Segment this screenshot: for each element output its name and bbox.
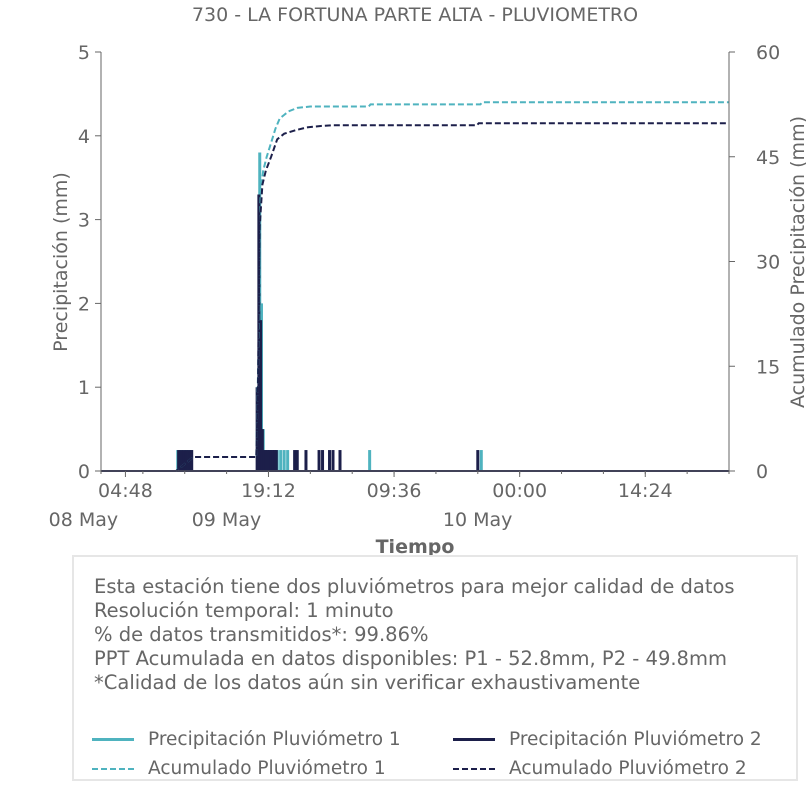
info-line-resolution: Resolución temporal: 1 minuto [94, 599, 394, 622]
station-info: Esta estación tiene dos pluviómetros par… [94, 575, 735, 695]
acumulado-pluviometro-2-line [101, 122, 729, 472]
chart-title: 730 - LA FORTUNA PARTE ALTA - PLUVIOMETR… [192, 4, 638, 26]
x-tick-label: 09:36 [367, 480, 422, 502]
x-tick-label: 19:12 [241, 480, 296, 502]
rainfall-chart: 730 - LA FORTUNA PARTE ALTA - PLUVIOMETR… [49, 4, 806, 558]
y-tick-label: 2 [78, 293, 90, 315]
y-tick-label: 1 [78, 377, 90, 399]
y2-tick-label: 15 [756, 356, 780, 378]
info-line-accumulated: PPT Acumulada en datos disponibles: P1 -… [94, 647, 727, 670]
acumulado-pluviometro-1-line [101, 101, 729, 472]
x-tick-label: 00:00 [492, 480, 547, 502]
y2-tick-label: 30 [756, 252, 780, 274]
x-tick-label: 14:24 [618, 480, 673, 502]
info-legend-box: Esta estación tiene dos pluviómetros par… [72, 555, 798, 781]
legend-swatch-accum-2 [453, 767, 495, 770]
y-axis-label: Precipitación (mm) [50, 172, 72, 352]
legend-swatch-precip-2 [453, 738, 495, 741]
legend-label-precip-1: Precipitación Pluviómetro 1 [148, 729, 401, 750]
x-date-label: 08 May [49, 509, 119, 531]
y-tick-label: 5 [78, 42, 90, 64]
y2-tick-label: 45 [756, 147, 780, 169]
legend-swatch-precip-1 [92, 738, 134, 741]
y-tick-label: 0 [78, 461, 90, 483]
x-tick-label: 04:48 [98, 480, 153, 502]
legend-label-precip-2: Precipitación Pluviómetro 2 [509, 729, 762, 750]
plot-area [101, 101, 729, 472]
x-date-label: 10 May [443, 509, 513, 531]
info-line-quality: *Calidad de los datos aún sin verificar … [94, 671, 641, 694]
legend-item-precip-1: Precipitación Pluviómetro 1 [92, 729, 401, 750]
y2-tick-label: 0 [756, 461, 768, 483]
legend-label-accum-1: Acumulado Pluviómetro 1 [148, 758, 386, 779]
legend-item-precip-2: Precipitación Pluviómetro 2 [453, 729, 762, 750]
x-date-label: 09 May [192, 509, 262, 531]
y-tick-label: 4 [78, 126, 90, 148]
legend-label-accum-2: Acumulado Pluviómetro 2 [509, 758, 747, 779]
y2-tick-label: 60 [756, 42, 780, 64]
info-line-transmitted: % de datos transmitidos*: 99.86% [94, 623, 429, 646]
x-axis-label: Tiempo [376, 536, 455, 558]
info-line-stations: Esta estación tiene dos pluviómetros par… [94, 575, 735, 598]
legend-item-accum-2: Acumulado Pluviómetro 2 [453, 758, 747, 779]
legend-item-accum-1: Acumulado Pluviómetro 1 [92, 758, 386, 779]
y2-axis-label: Acumulado Precipitación (mm) [787, 116, 806, 408]
y-tick-label: 3 [78, 210, 90, 232]
legend-swatch-accum-1 [92, 767, 134, 770]
